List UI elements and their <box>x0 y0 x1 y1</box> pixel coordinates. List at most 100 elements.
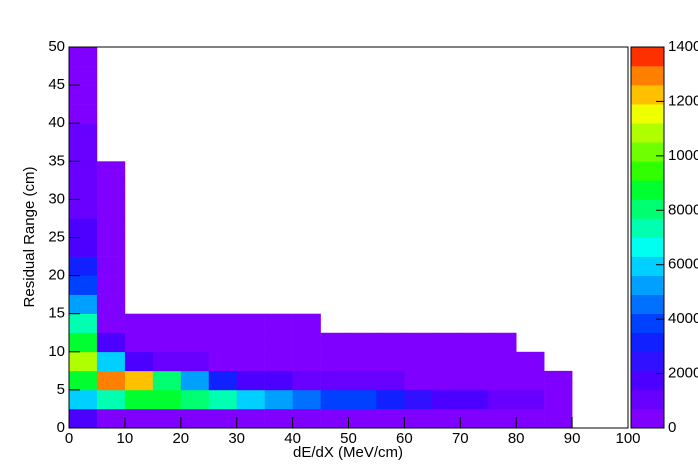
heatmap-cell <box>432 389 461 410</box>
colorbar-segment <box>631 294 664 314</box>
y-tick-label: 40 <box>48 114 65 131</box>
colorbar-segment <box>631 370 664 391</box>
colorbar-segment <box>631 408 664 429</box>
heatmap-cell <box>264 313 293 334</box>
heatmap-cell <box>320 389 349 410</box>
heatmap-cell <box>69 408 98 429</box>
y-tick-label: 0 <box>57 419 65 436</box>
heatmap-cell <box>69 47 98 67</box>
heatmap-cell <box>69 389 98 410</box>
colorbar-segment <box>631 47 664 67</box>
y-tick-label: 20 <box>48 267 65 284</box>
heatmap-cell <box>96 161 126 181</box>
heatmap-cell <box>376 389 405 410</box>
x-tick-label: 60 <box>396 430 413 447</box>
heatmap-cell <box>96 332 126 353</box>
heatmap-cell <box>516 370 545 391</box>
heatmap-cell <box>488 408 517 429</box>
heatmap-cell <box>69 66 98 86</box>
heatmap-cell <box>432 408 461 429</box>
heatmap-cell <box>376 351 405 372</box>
heatmap-cell <box>69 332 98 353</box>
y-tick-label: 30 <box>48 190 65 207</box>
heatmap-cell <box>69 294 98 314</box>
z-tick-label: 8000 <box>668 201 698 218</box>
heatmap-cell <box>236 351 265 372</box>
heatmap-cell <box>460 332 489 353</box>
colorbar-segment <box>631 142 664 162</box>
heatmap-cell <box>96 180 126 200</box>
heatmap-cell <box>348 389 377 410</box>
heatmap-cell <box>376 370 405 391</box>
heatmap-cell <box>404 389 433 410</box>
heatmap-cell <box>488 332 517 353</box>
heatmap-cell <box>544 408 573 429</box>
heatmap-cell <box>376 332 405 353</box>
y-tick-label: 25 <box>48 228 65 245</box>
heatmap-cell <box>124 332 154 353</box>
heatmap-cell <box>96 294 126 314</box>
heatmap-cell <box>96 351 126 372</box>
heatmap-cell <box>320 332 349 353</box>
heatmap-cell <box>516 389 545 410</box>
colorbar-segment <box>631 218 664 238</box>
y-axis-label: Residual Range (cm) <box>21 167 38 308</box>
heatmap-cell <box>69 142 98 162</box>
colorbar-segment <box>631 237 664 257</box>
heatmap-cell <box>69 123 98 143</box>
heatmap-cell <box>348 351 377 372</box>
heatmap-cell <box>180 408 210 429</box>
heatmap-cell <box>96 408 126 429</box>
heatmap-cell <box>320 408 349 429</box>
x-tick-label: 70 <box>452 430 469 447</box>
x-tick-label: 40 <box>284 430 301 447</box>
heatmap-cell <box>96 389 126 410</box>
heatmap-cell <box>69 256 98 276</box>
heatmap-cell <box>152 370 182 391</box>
heatmap-cell <box>292 351 321 372</box>
z-tick-label: 12000 <box>668 92 698 109</box>
heatmap-cell <box>69 85 98 105</box>
heatmap-cell <box>152 408 182 429</box>
colorbar-segment <box>631 275 664 295</box>
heatmap-cell <box>69 218 98 238</box>
heatmap-cell <box>180 332 210 353</box>
colorbar-segment <box>631 66 664 86</box>
heatmap-cell <box>432 332 461 353</box>
y-tick-label: 45 <box>48 76 65 93</box>
x-tick-label: 90 <box>564 430 581 447</box>
x-axis-label: dE/dX (MeV/cm) <box>293 444 403 461</box>
heatmap-cell <box>292 389 321 410</box>
heatmap-cell <box>404 408 433 429</box>
heatmap-cell <box>376 408 405 429</box>
heatmap-cell <box>208 332 237 353</box>
heatmap-cell <box>180 313 210 334</box>
heatmap-cell <box>69 104 98 124</box>
heatmap-cell <box>236 389 265 410</box>
heatmap-cell <box>180 389 210 410</box>
z-tick-label: 6000 <box>668 256 698 273</box>
colorbar-segment <box>631 104 664 124</box>
y-tick-label: 5 <box>57 381 65 398</box>
heatmap-cell <box>69 161 98 181</box>
z-tick-label: 2000 <box>668 365 698 382</box>
heatmap-cell <box>404 370 433 391</box>
heatmap-cell <box>69 180 98 200</box>
heatmap-cell <box>432 351 461 372</box>
heatmap-cell <box>460 408 489 429</box>
heatmap-cell <box>516 408 545 429</box>
heatmap-cell <box>264 370 293 391</box>
heatmap-cell <box>208 313 237 334</box>
heatmap-cell <box>208 389 237 410</box>
colorbar-frame <box>630 46 665 429</box>
heatmap-cell <box>236 332 265 353</box>
colorbar-segment <box>631 161 664 181</box>
colorbar-segment <box>631 199 664 219</box>
heatmap-cell <box>208 370 237 391</box>
heatmap-cell <box>292 332 321 353</box>
heatmap-cell <box>488 389 517 410</box>
z-tick-label: 14000 <box>668 38 698 55</box>
heatmap-cell <box>348 332 377 353</box>
heatmap-cell <box>264 332 293 353</box>
y-tick-label: 35 <box>48 152 65 169</box>
